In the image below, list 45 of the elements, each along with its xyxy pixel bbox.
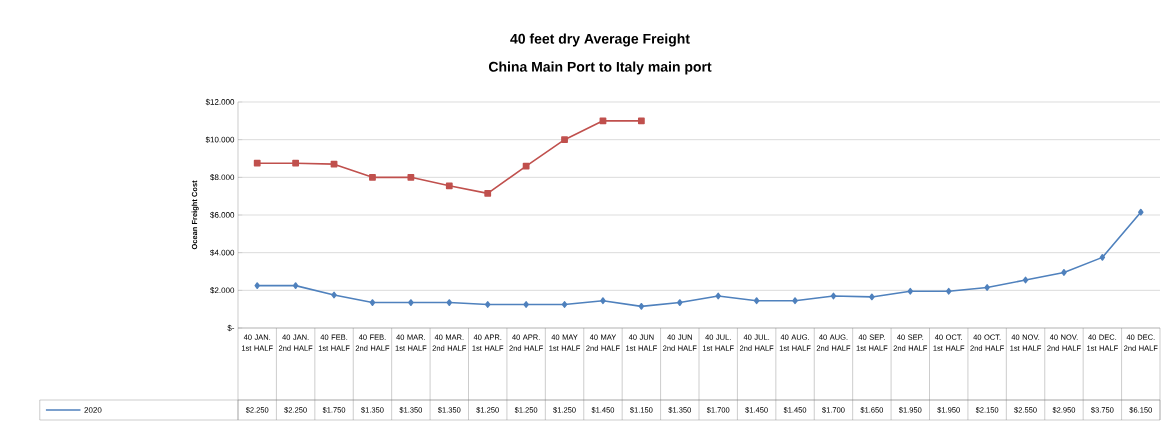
point xyxy=(677,299,683,306)
point xyxy=(369,299,376,306)
y-tick-label: $- xyxy=(227,324,235,332)
point xyxy=(600,297,606,305)
point xyxy=(523,301,529,308)
point xyxy=(292,282,299,290)
point xyxy=(907,287,914,295)
point xyxy=(369,173,376,181)
point xyxy=(945,287,952,295)
point xyxy=(253,159,261,167)
point xyxy=(561,136,568,144)
point xyxy=(484,189,492,197)
point xyxy=(869,293,875,301)
point xyxy=(522,162,530,170)
point xyxy=(1138,208,1144,216)
point xyxy=(445,182,453,190)
chart-subtitle: China Main Port to Italy main port xyxy=(488,61,712,75)
point xyxy=(830,292,837,300)
y-tick-label: $6.000 xyxy=(210,211,235,219)
y-tick-label: $12.000 xyxy=(205,98,235,106)
y-tick-label: $8.000 xyxy=(210,174,235,181)
point xyxy=(254,282,260,290)
point xyxy=(1061,269,1067,276)
point xyxy=(1099,253,1106,261)
point xyxy=(638,302,645,310)
point xyxy=(1022,276,1029,284)
point xyxy=(331,291,337,299)
point xyxy=(330,160,338,168)
point xyxy=(484,301,491,308)
point xyxy=(599,117,607,125)
point xyxy=(407,173,415,181)
point xyxy=(637,117,645,125)
y-tick-label: $2.000 xyxy=(210,287,235,294)
legend-label: 2020 xyxy=(84,407,102,413)
point xyxy=(408,299,414,306)
y-tick-label: $4.000 xyxy=(210,249,235,256)
point xyxy=(792,297,798,305)
point xyxy=(984,284,990,291)
point xyxy=(753,297,760,305)
point xyxy=(292,159,300,167)
point xyxy=(446,299,453,306)
point xyxy=(715,292,721,300)
point xyxy=(561,301,568,308)
chart-title: 40 feet dry Average Freight xyxy=(510,33,690,47)
y-tick-label: $10.000 xyxy=(205,136,235,143)
